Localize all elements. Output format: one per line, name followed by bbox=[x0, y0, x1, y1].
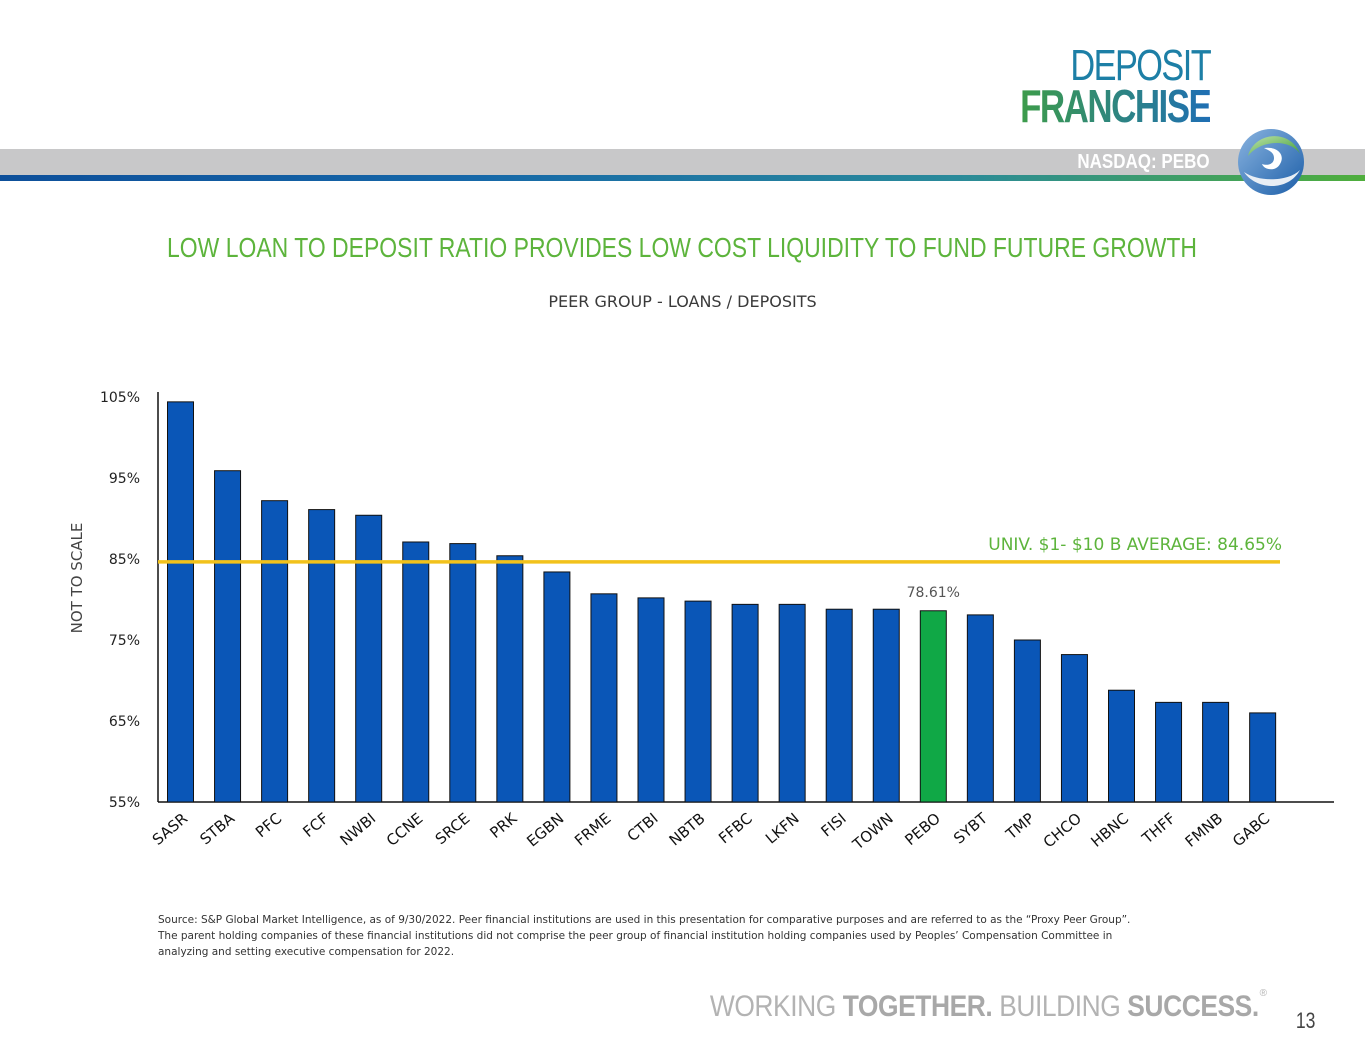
bar bbox=[1202, 701, 1230, 803]
chart-subtitle: PEER GROUP - LOANS / DEPOSITS bbox=[548, 292, 817, 311]
bar-chart: 55% 65% 75% 85% 95% 105% NOT TO SCALE SASR STBA P… bbox=[68, 390, 1334, 854]
category-label: FFBC bbox=[715, 809, 756, 847]
bar bbox=[637, 597, 665, 803]
category-label: GABC bbox=[1229, 809, 1273, 850]
bar bbox=[1013, 639, 1041, 803]
y-axis-title: NOT TO SCALE bbox=[68, 523, 86, 634]
category-label: SASR bbox=[149, 809, 191, 849]
category-label: CTBI bbox=[624, 809, 662, 845]
tagline: WORKING TOGETHER. BUILDING SUCCESS. bbox=[710, 990, 1259, 1023]
category-label: PEBO bbox=[901, 809, 943, 849]
header-franchise: FRANCHISE bbox=[1019, 80, 1212, 132]
bar bbox=[496, 555, 524, 803]
header-deposit: DEPOSIT bbox=[1070, 41, 1211, 90]
data-label-pebo: 78.61% bbox=[907, 585, 960, 601]
y-tick-label: 65% bbox=[109, 714, 140, 730]
category-label: FMNB bbox=[1182, 809, 1227, 850]
y-tick-label: 95% bbox=[109, 471, 140, 487]
page-number: 13 bbox=[1295, 1008, 1315, 1033]
bar bbox=[872, 608, 900, 803]
category-label: THFF bbox=[1138, 809, 1179, 848]
bar bbox=[684, 600, 712, 803]
ticker-label: NASDAQ: PEBO bbox=[1077, 151, 1210, 173]
header-strip bbox=[0, 175, 1365, 181]
category-label: PFC bbox=[252, 809, 285, 841]
bar bbox=[1108, 689, 1135, 803]
category-label: LKFN bbox=[762, 809, 803, 847]
category-label: STBA bbox=[196, 809, 238, 848]
category-label: TMP bbox=[1002, 809, 1038, 843]
source-footnote: Source: S&P Global Market Intelligence, … bbox=[158, 912, 1158, 960]
category-label: NWBI bbox=[336, 809, 379, 849]
footnote-line: Source: S&P Global Market Intelligence, … bbox=[158, 914, 1131, 926]
category-label: TOWN bbox=[848, 809, 896, 854]
bar bbox=[731, 603, 759, 803]
bar bbox=[825, 608, 853, 803]
bar bbox=[778, 603, 806, 803]
bar bbox=[355, 514, 383, 803]
bar bbox=[449, 543, 477, 803]
category-label: HBNC bbox=[1087, 809, 1132, 851]
category-label: PRK bbox=[486, 809, 521, 842]
category-label: FCF bbox=[299, 809, 332, 841]
category-label: EGBN bbox=[523, 809, 567, 850]
y-tick-label: 55% bbox=[109, 795, 140, 811]
y-tick-label: 75% bbox=[109, 633, 140, 649]
y-tick-label: 105% bbox=[100, 390, 140, 406]
bar bbox=[402, 541, 430, 803]
category-label: CHCO bbox=[1040, 809, 1085, 851]
bar bbox=[543, 571, 571, 803]
category-label: NBTB bbox=[666, 809, 709, 849]
footnote-line: analyzing and setting executive compensa… bbox=[158, 946, 455, 958]
y-tick-label: 85% bbox=[109, 552, 140, 568]
category-label: SRCE bbox=[432, 809, 474, 848]
bar bbox=[590, 593, 618, 803]
bar bbox=[261, 500, 289, 803]
bar bbox=[167, 401, 194, 803]
chart-title: LOW LOAN TO DEPOSIT RATIO PROVIDES LOW C… bbox=[167, 232, 1198, 263]
bar bbox=[1249, 712, 1277, 803]
peoples-logo bbox=[1238, 129, 1304, 195]
bar bbox=[1060, 654, 1088, 803]
category-label: CCNE bbox=[383, 809, 426, 850]
bar bbox=[1155, 701, 1183, 803]
footnote-line: The parent holding companies of these fi… bbox=[158, 930, 1113, 942]
average-label: UNIV. $1- $10 B AVERAGE: 84.65% bbox=[988, 535, 1282, 555]
category-label: SYBT bbox=[950, 809, 991, 848]
category-label: FISI bbox=[818, 809, 850, 840]
bar bbox=[919, 610, 947, 803]
registered-mark: ® bbox=[1259, 988, 1267, 999]
bar bbox=[308, 509, 336, 803]
bar bbox=[966, 614, 994, 803]
header-band bbox=[0, 149, 1365, 175]
category-label: FRME bbox=[571, 809, 614, 849]
bar bbox=[214, 470, 242, 803]
